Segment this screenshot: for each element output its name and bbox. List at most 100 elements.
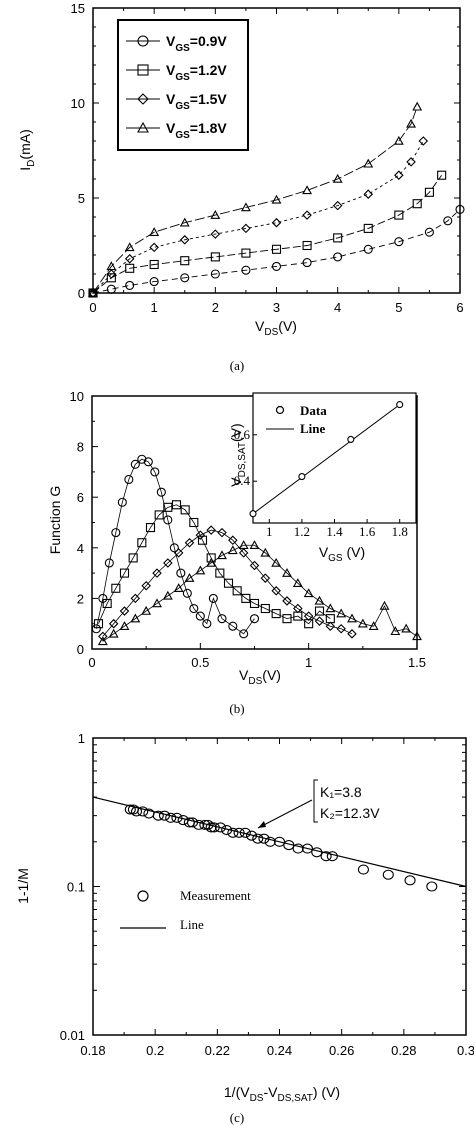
chart-b-y-tick-label: 6 xyxy=(77,490,84,505)
chart-b-data-point xyxy=(239,629,249,639)
chart-b-series xyxy=(91,454,422,646)
chart-b-data-point xyxy=(152,598,162,608)
chart-c-annotation: K₁=3.8 K₂=12.3V xyxy=(257,779,380,829)
chart-b-data-point xyxy=(336,623,346,634)
chart-a-data-point xyxy=(333,233,343,243)
chart-a-x-tick-label: 0 xyxy=(89,300,96,315)
chart-a-data-point xyxy=(406,118,417,128)
chart-b-ticks: 0 0.5 1 1.5 0 2 4 6 8 10 xyxy=(70,389,427,670)
chart-b-data-point xyxy=(102,598,112,609)
chart-b-inset-x-tick-label: 1.2 xyxy=(294,524,310,539)
chart-a-series-line xyxy=(92,140,424,294)
chart-c-x-tick-label: 0.3 xyxy=(457,1043,474,1058)
chart-c-legend-measurement-marker xyxy=(137,890,149,902)
chart-b-data-point xyxy=(119,606,130,616)
chart-b-data-point xyxy=(238,540,249,550)
chart-b-inset-x-tick-label: 1 xyxy=(266,524,273,539)
chart-a-data-point xyxy=(394,210,404,220)
chart-a-data-point xyxy=(302,258,312,268)
chart-a-series-line xyxy=(92,174,443,294)
chart-b-data-point xyxy=(111,583,121,593)
chart-b-series-line xyxy=(95,458,255,635)
chart-b-data-point xyxy=(249,540,260,550)
chart-b-data-point xyxy=(303,611,314,621)
chart-b-data-point xyxy=(282,614,292,624)
chart-b-data-point xyxy=(163,558,173,568)
chart-a-data-point xyxy=(302,185,313,195)
chart-a-legend-label: VGS=1.8V xyxy=(166,120,227,141)
chart-b: 0 0.5 1 1.5 0 2 4 6 8 10 Function G VDS(V) 1 1.2 1.… xyxy=(47,389,426,716)
chart-b-data-point xyxy=(260,603,270,614)
chart-b-data-point xyxy=(223,578,234,588)
chart-b-data-point xyxy=(217,550,227,560)
chart-a-data-point xyxy=(180,273,190,283)
chart-a-data-point xyxy=(124,254,135,264)
chart-b-data-point xyxy=(195,530,206,540)
chart-a-data-point xyxy=(332,173,343,183)
chart-c-measurement-point xyxy=(171,812,183,823)
chart-a-data-point xyxy=(363,223,373,233)
chart-b-data-point xyxy=(171,500,182,510)
chart-b-data-point xyxy=(182,588,192,598)
chart-c-measurement-point xyxy=(357,864,369,875)
chart-b-data-point xyxy=(117,497,127,507)
chart-b-data-point xyxy=(124,474,134,485)
chart-b-data-point xyxy=(206,557,217,567)
chart-a-x-axis-label: VDS(V) xyxy=(255,318,297,338)
chart-a-y-tick-label: 15 xyxy=(71,1,85,16)
chart-c-measurement-point xyxy=(165,812,177,823)
chart-c-measurement-point xyxy=(208,822,220,833)
chart-c-annotation-arrow xyxy=(257,799,313,829)
chart-c-y-tick-label: 0.1 xyxy=(67,880,85,895)
chart-b-data-point xyxy=(249,560,260,571)
chart-b-data-point xyxy=(249,598,260,609)
chart-a-data-point xyxy=(363,244,373,254)
chart-b-data-point xyxy=(379,600,390,610)
chart-b-data-point xyxy=(128,553,138,563)
chart-c-measurement-point xyxy=(130,806,143,817)
chart-a-data-point xyxy=(332,200,343,211)
chart-b-data-point xyxy=(130,613,141,623)
chart-b-data-point xyxy=(271,557,282,567)
chart-b-caption: (b) xyxy=(229,701,244,716)
chart-a-legend: VGS=0.9V VGS=1.2V VGS=1.5V VGS=1.8V xyxy=(126,33,227,141)
chart-b-data-point xyxy=(271,609,281,619)
chart-b-data-point xyxy=(141,580,151,591)
chart-c-measurement-point xyxy=(205,822,217,833)
chart-a-x-tick-label: 2 xyxy=(212,300,219,315)
chart-b-data-point xyxy=(202,619,212,629)
chart-a-legend-marker xyxy=(137,121,149,133)
chart-a-data-point xyxy=(124,242,135,252)
chart-c-plot-frame xyxy=(92,737,467,1036)
chart-c-measurement-point xyxy=(258,833,270,844)
chart-b-data-point xyxy=(130,593,141,604)
chart-b-data-point xyxy=(292,578,303,587)
chart-a-x-tick-label: 4 xyxy=(334,300,341,315)
chart-a-x-tick-label: 5 xyxy=(395,300,402,315)
chart-a-data-point xyxy=(88,288,98,298)
chart-c-annotation-arrowhead xyxy=(258,821,266,828)
chart-c-legend-measurement: Measurement xyxy=(180,888,251,903)
chart-b-data-point xyxy=(141,605,152,615)
chart-c-measurement-point xyxy=(137,806,149,817)
chart-c-measurement-point xyxy=(264,836,276,847)
chart-b-x-tick-label: 0.5 xyxy=(191,655,209,670)
chart-b-data-point xyxy=(180,505,190,515)
chart-b-data-point xyxy=(325,603,336,613)
chart-b-data-point xyxy=(119,568,130,578)
chart-b-data-point xyxy=(271,586,281,596)
chart-b-series-line xyxy=(102,544,418,642)
chart-b-data-point xyxy=(137,538,147,548)
chart-b-data-point xyxy=(108,618,119,629)
chart-c-measurement-point xyxy=(382,869,394,880)
chart-c-measurement-point xyxy=(404,875,416,886)
chart-c-measurement-point xyxy=(233,827,245,838)
chart-c-measurement-point xyxy=(252,833,264,844)
chart-a-legend-marker xyxy=(137,64,149,76)
chart-c-measurement-point xyxy=(426,881,438,892)
chart-c-measurement-point xyxy=(221,824,233,836)
chart-b-data-point xyxy=(390,626,401,636)
chart-c-x-tick-label: 0.26 xyxy=(329,1043,354,1058)
chart-a-data-point xyxy=(106,261,117,271)
chart-b-data-point xyxy=(173,583,184,593)
